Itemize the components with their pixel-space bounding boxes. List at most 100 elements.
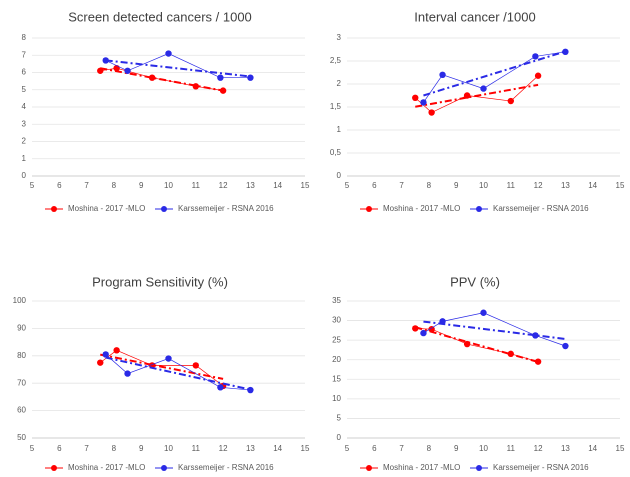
data-point <box>192 83 199 90</box>
data-point <box>247 386 254 394</box>
x-tick-label: 13 <box>561 181 570 190</box>
x-tick-label: 9 <box>139 181 144 190</box>
x-tick-label: 8 <box>427 444 432 453</box>
data-point <box>165 50 172 57</box>
x-tick-label: 5 <box>345 181 350 190</box>
x-tick-label: 9 <box>139 444 144 453</box>
x-tick-label: 5 <box>30 444 35 453</box>
data-point <box>217 74 224 81</box>
y-tick-label: 0 <box>22 171 27 180</box>
data-point <box>148 74 156 81</box>
data-point <box>124 370 131 377</box>
data-point <box>124 67 131 74</box>
y-tick-label: 30 <box>332 316 341 325</box>
data-point <box>532 53 539 60</box>
x-tick-label: 14 <box>588 181 597 190</box>
x-tick-label: 10 <box>479 181 488 190</box>
y-tick-label: 5 <box>22 85 27 94</box>
y-tick-label: 20 <box>332 355 341 364</box>
data-point <box>480 85 487 92</box>
x-tick-label: 13 <box>561 444 570 453</box>
data-point <box>439 71 446 79</box>
chart: Program Sensitivity (%) 50 60 70 80 90 100 5 6 7 8… <box>13 274 310 472</box>
data-point <box>247 74 254 81</box>
y-tick-label: 1 <box>337 125 342 134</box>
y-tick-label: 80 <box>17 351 26 360</box>
y-tick-label: 15 <box>332 374 341 383</box>
legend-marker <box>51 465 57 471</box>
x-tick-label: 10 <box>479 444 488 453</box>
y-tick-label: 5 <box>337 414 342 423</box>
y-tick-label: 25 <box>332 335 341 344</box>
x-tick-label: 14 <box>273 444 282 453</box>
data-point <box>507 350 514 358</box>
y-tick-label: 2,5 <box>330 56 342 65</box>
y-tick-label: 100 <box>13 296 27 305</box>
x-tick-label: 7 <box>399 444 404 453</box>
y-tick-label: 0 <box>337 433 342 442</box>
chart-title: PPV (%) <box>450 274 500 289</box>
data-point <box>102 57 109 64</box>
y-tick-label: 35 <box>332 296 341 305</box>
x-tick-label: 13 <box>246 444 255 453</box>
legend-label: Moshina - 2017 -MLO <box>68 463 145 472</box>
legend-marker <box>366 465 372 471</box>
legend-label: Karssemeijer - RSNA 2016 <box>493 463 589 472</box>
chart-title: Interval cancer /1000 <box>414 9 535 24</box>
trendline <box>105 356 251 391</box>
trendline <box>100 353 224 380</box>
data-point <box>428 325 435 333</box>
trendline <box>105 59 251 78</box>
x-tick-label: 12 <box>219 444 228 453</box>
data-point <box>480 309 487 316</box>
y-tick-label: 2 <box>337 79 342 88</box>
legend-label: Karssemeijer - RSNA 2016 <box>178 204 274 213</box>
x-tick-label: 12 <box>534 444 543 453</box>
x-tick-label: 8 <box>112 444 117 453</box>
y-tick-label: 60 <box>17 406 26 415</box>
legend-label: Moshina - 2017 -MLO <box>383 204 460 213</box>
chart: Screen detected cancers / 10000123456785… <box>22 9 310 213</box>
x-tick-label: 6 <box>372 444 377 453</box>
legend-marker <box>366 206 372 212</box>
legend-label: Moshina - 2017 -MLO <box>68 204 145 213</box>
x-tick-label: 9 <box>454 444 459 453</box>
x-tick-label: 9 <box>454 181 459 190</box>
data-point <box>534 358 542 365</box>
x-tick-label: 7 <box>84 181 89 190</box>
data-point <box>219 87 227 94</box>
data-point <box>420 99 427 106</box>
x-tick-label: 7 <box>84 444 89 453</box>
x-tick-label: 14 <box>588 444 597 453</box>
x-tick-label: 7 <box>399 181 404 190</box>
x-tick-label: 11 <box>192 444 201 453</box>
data-point <box>532 332 539 339</box>
y-tick-label: 0,5 <box>330 148 342 157</box>
trendline <box>414 326 539 363</box>
x-tick-label: 12 <box>534 181 543 190</box>
x-tick-label: 13 <box>246 181 255 190</box>
x-tick-label: 6 <box>57 181 62 190</box>
trendline <box>423 50 566 97</box>
chart: Interval cancer /1000 0 0,5 1 1,5 2 2,5 3 5 6 7 8 9 1… <box>330 9 625 213</box>
x-tick-label: 15 <box>301 444 310 453</box>
y-tick-label: 10 <box>332 394 341 403</box>
legend-marker <box>161 465 167 471</box>
data-point <box>534 72 542 79</box>
data-point <box>97 359 104 366</box>
data-point <box>507 97 514 105</box>
x-tick-label: 8 <box>427 181 432 190</box>
y-tick-label: 7 <box>22 50 27 59</box>
trendline <box>415 83 539 108</box>
data-point <box>463 92 471 99</box>
legend-marker <box>476 465 482 471</box>
data-point <box>439 318 446 325</box>
data-point <box>192 362 199 369</box>
y-tick-label: 50 <box>17 433 26 442</box>
x-tick-label: 15 <box>301 181 310 190</box>
legend-label: Karssemeijer - RSNA 2016 <box>493 204 589 213</box>
x-tick-label: 11 <box>507 181 516 190</box>
data-point <box>412 325 419 332</box>
